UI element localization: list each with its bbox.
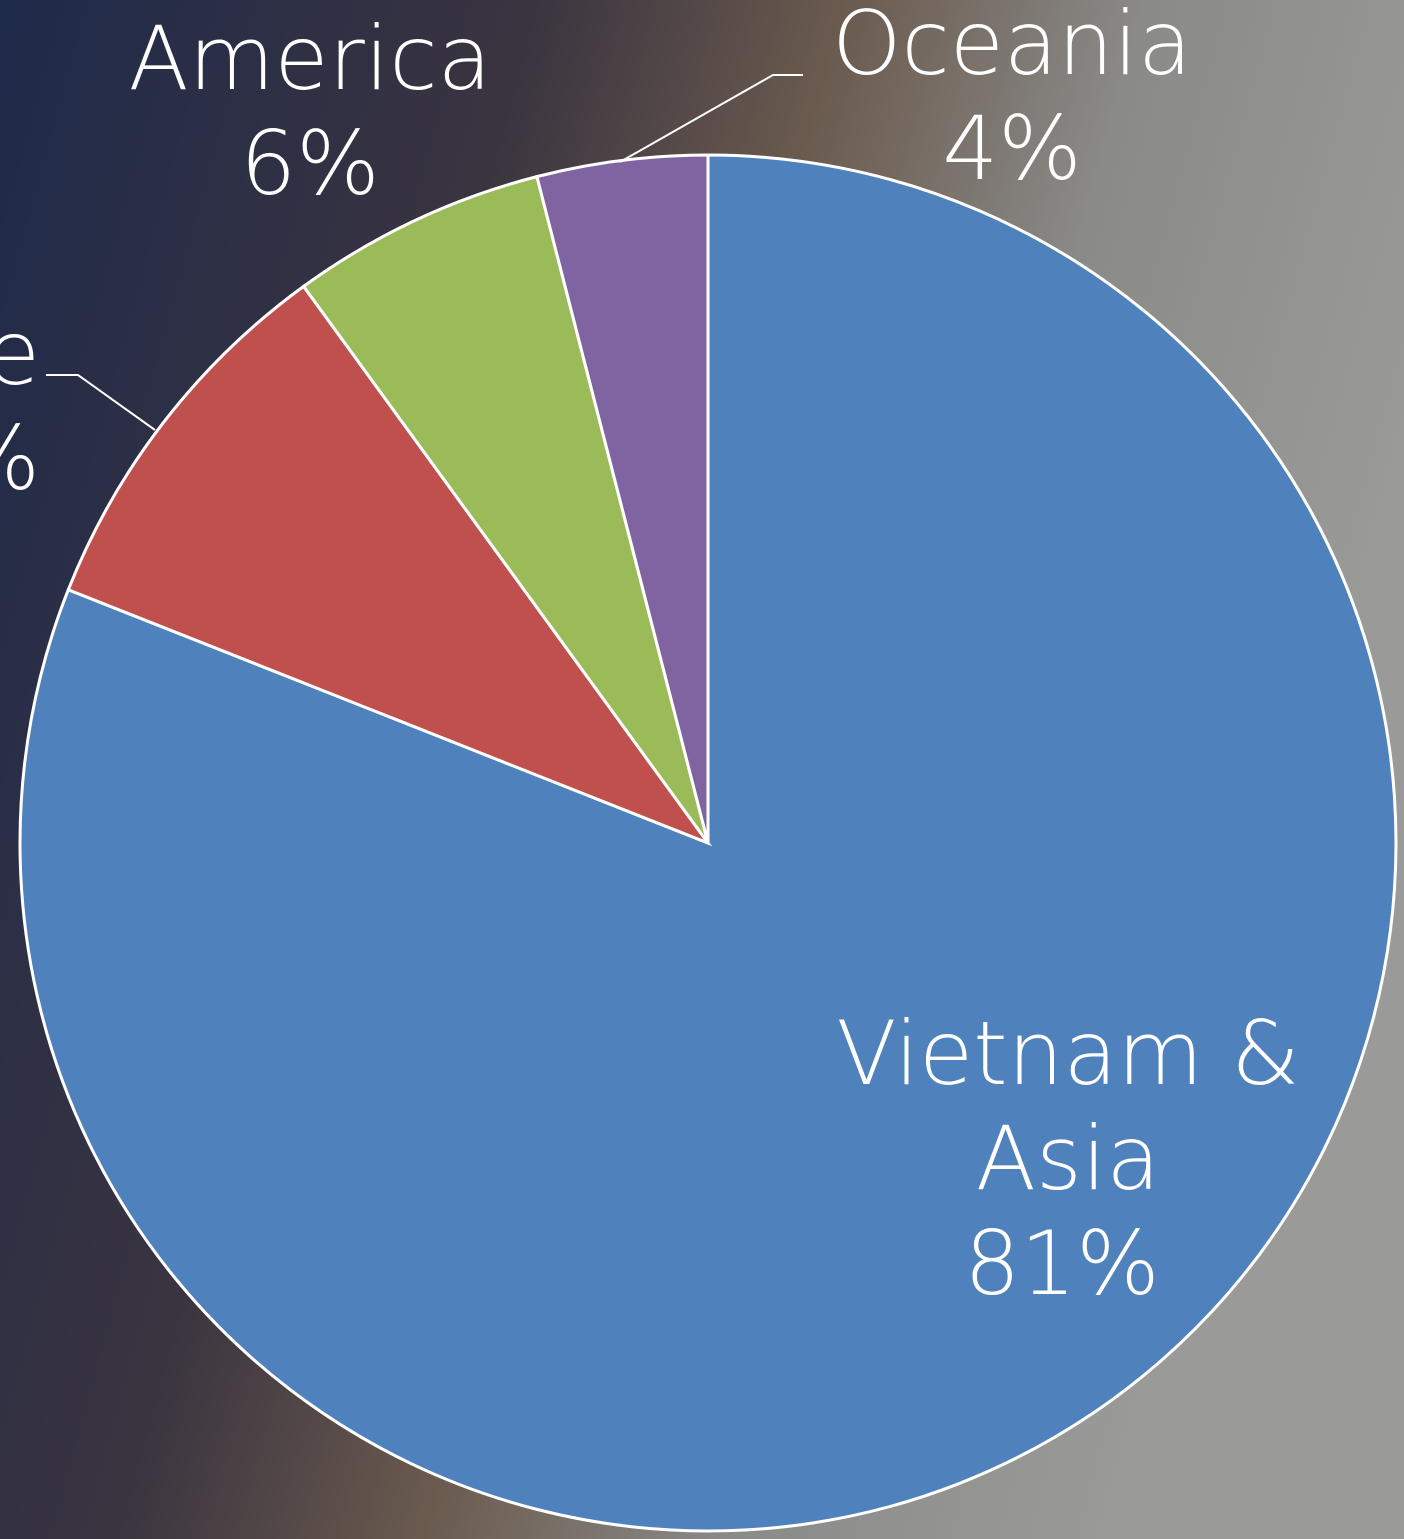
category-label: America	[129, 7, 492, 110]
category-label: Oceania	[832, 0, 1192, 95]
category-label: Europe	[0, 302, 40, 405]
value-label: 9%	[0, 407, 40, 510]
pie	[20, 155, 1396, 1531]
chart: Vietnam &Asia81%Europe9%America6%Oceania…	[0, 0, 1404, 1539]
value-label: 4%	[942, 97, 1082, 200]
value-label: 6%	[240, 112, 380, 215]
value-label: 81%	[964, 1212, 1160, 1315]
